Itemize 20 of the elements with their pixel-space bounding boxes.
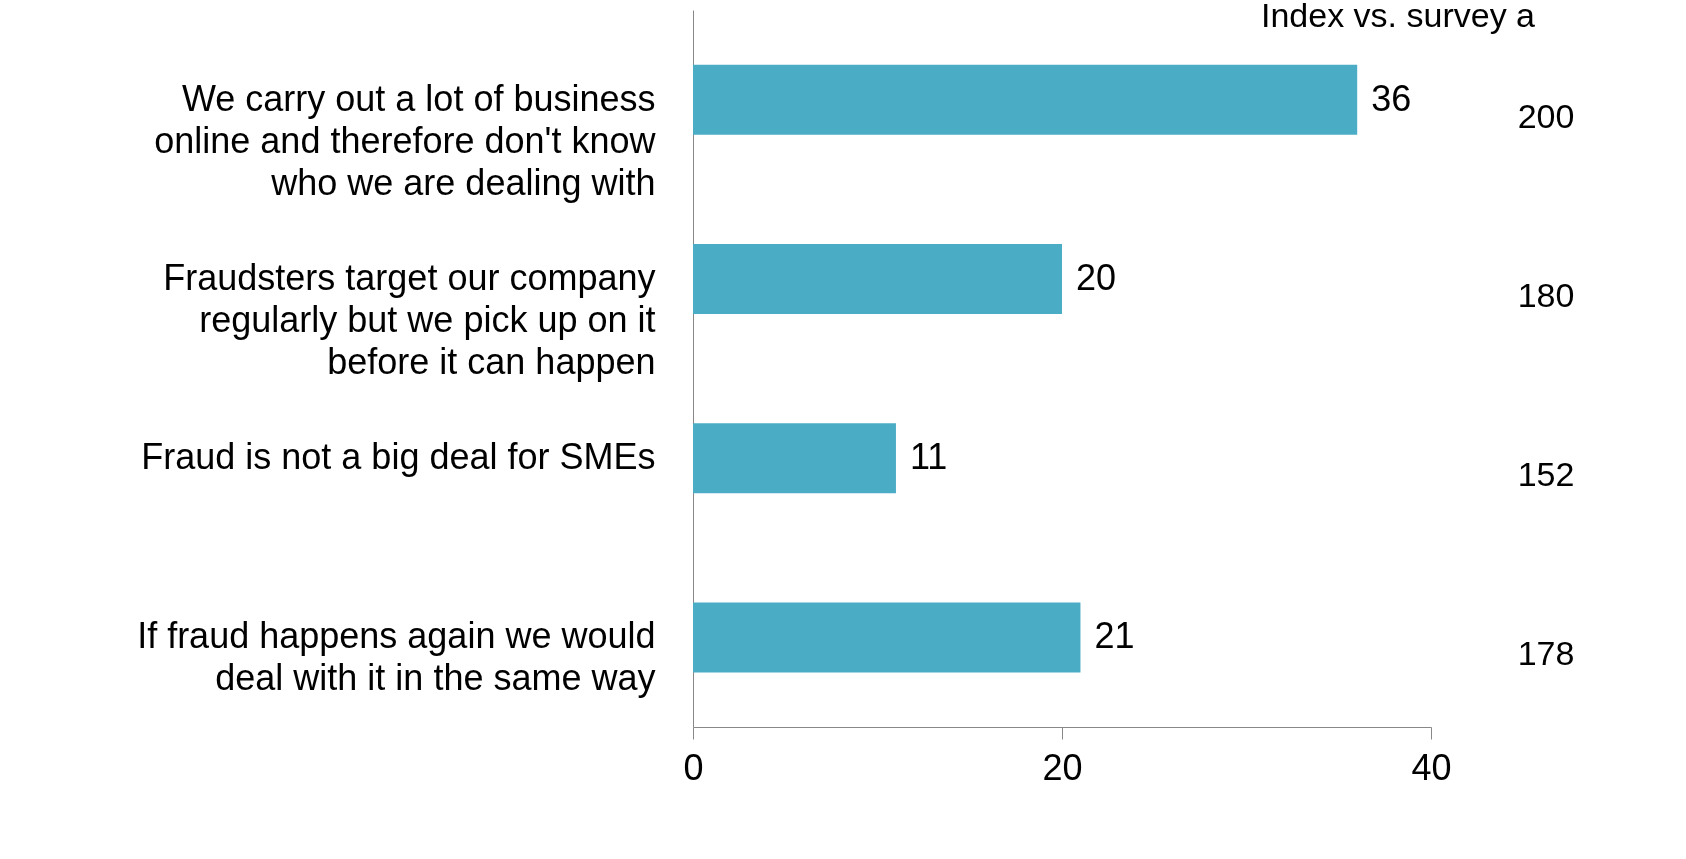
y-tick-label: Fraud is not a big deal for SMEs: [141, 436, 656, 478]
x-tick-label: 20: [1042, 746, 1083, 788]
y-tick-label: If fraud happens again we would deal with it in the same way: [137, 615, 656, 699]
annotation: Index vs. survey a: [1261, 0, 1536, 34]
data-label: 20: [1076, 256, 1117, 298]
bar: [693, 602, 1081, 673]
data-label: 36: [1371, 77, 1412, 119]
x-tick-label: 40: [1411, 746, 1452, 788]
text: 180: [1517, 275, 1575, 314]
text: 152: [1517, 455, 1575, 494]
bar: [693, 64, 1358, 135]
text: 200: [1517, 96, 1575, 135]
bar: [693, 243, 1062, 314]
bar: [693, 423, 896, 494]
y-tick-label: Fraudsters target our company regularly but we pick up on it before it can happen: [163, 256, 656, 382]
text: 178: [1517, 634, 1575, 673]
data-label: 21: [1094, 615, 1135, 657]
y-tick-label: We carry out a lot of business online and therefore don't know who we are dealing with: [154, 77, 657, 203]
data-label: 11: [909, 436, 948, 478]
x-tick-label: 0: [683, 746, 704, 788]
